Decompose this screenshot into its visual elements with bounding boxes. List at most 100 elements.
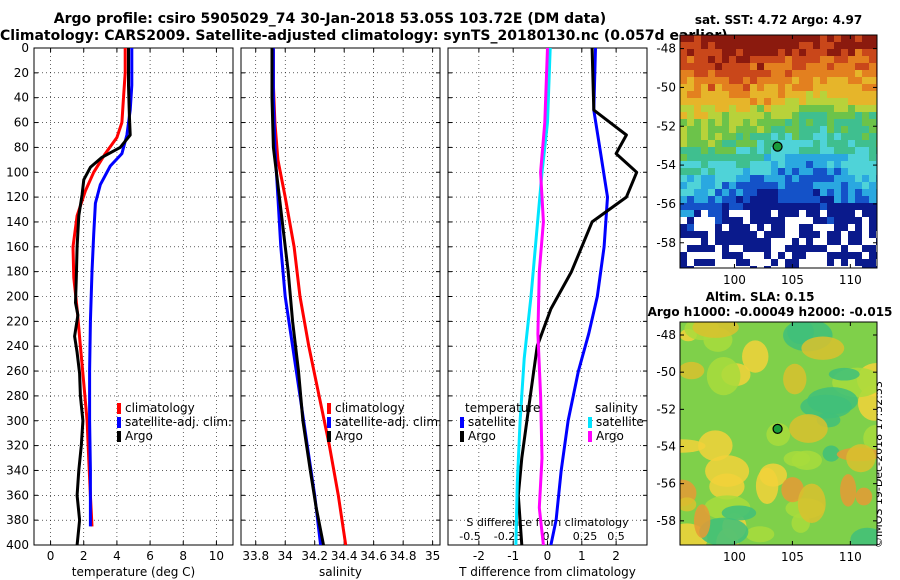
sst-cell — [792, 42, 800, 50]
sst-cell — [694, 77, 702, 85]
sst-cell — [848, 266, 856, 268]
sst-cell — [687, 35, 695, 43]
sst-cell — [869, 147, 877, 155]
sst-cell — [715, 217, 723, 225]
sst-cell — [827, 259, 835, 267]
sst-cell — [834, 42, 842, 50]
map-y-tick-label: -52 — [656, 402, 676, 416]
sst-cell — [820, 98, 828, 106]
sst-cell — [729, 112, 737, 120]
sst-cell — [806, 105, 814, 113]
legend-swatch — [460, 431, 464, 442]
sst-cell — [848, 203, 856, 211]
sst-cell — [792, 91, 800, 99]
sst-cell — [848, 189, 856, 197]
sst-cell — [729, 105, 737, 113]
sst-cell — [855, 84, 863, 92]
sst-cell — [862, 245, 870, 253]
sst-cell — [792, 266, 800, 268]
sst-cell — [869, 140, 877, 148]
sst-cell — [855, 266, 863, 268]
sst-cell — [715, 266, 723, 268]
legend-swatch — [117, 431, 121, 442]
sst-cell — [799, 266, 807, 268]
sst-cell — [743, 119, 751, 127]
sst-cell — [729, 175, 737, 183]
sst-cell — [687, 98, 695, 106]
sst-cell — [785, 147, 793, 155]
sst-cell — [785, 196, 793, 204]
sst-cell — [771, 105, 779, 113]
sst-cell — [813, 70, 821, 78]
x2-tick-label: 0 — [543, 530, 550, 543]
sst-cell — [785, 70, 793, 78]
sst-cell — [862, 119, 870, 127]
sst-cell — [736, 112, 744, 120]
sst-cell — [869, 154, 877, 162]
sst-cell — [729, 77, 737, 85]
sst-cell — [736, 154, 744, 162]
sst-cell — [701, 84, 709, 92]
sst-cell — [841, 49, 849, 57]
sst-cell — [855, 133, 863, 141]
sst-cell — [792, 168, 800, 176]
sst-cell — [729, 98, 737, 106]
sst-cell — [792, 203, 800, 211]
sst-cell — [694, 147, 702, 155]
sst-cell — [820, 63, 828, 71]
sst-cell — [729, 245, 737, 253]
sst-cell — [855, 175, 863, 183]
x-tick-label: 10 — [209, 549, 224, 563]
sst-cell — [680, 196, 688, 204]
sst-cell — [813, 112, 821, 120]
sst-cell — [750, 42, 758, 50]
sst-cell — [820, 175, 828, 183]
sst-cell — [694, 70, 702, 78]
sst-cell — [841, 77, 849, 85]
sst-cell — [820, 168, 828, 176]
sst-cell — [750, 196, 758, 204]
sst-cell — [785, 140, 793, 148]
sst-cell — [757, 245, 765, 253]
sst-cell — [834, 259, 842, 267]
sst-cell — [862, 35, 870, 43]
sst-cell — [806, 112, 814, 120]
axes-frame — [33, 47, 234, 546]
sst-cell — [785, 217, 793, 225]
sst-cell — [771, 259, 779, 267]
sst-cell — [736, 196, 744, 204]
sst-cell — [834, 70, 842, 78]
sst-cell — [680, 238, 688, 246]
sst-cell — [771, 245, 779, 253]
map-x-tick-label: 100 — [723, 550, 746, 564]
sst-cell — [862, 147, 870, 155]
sst-cell — [715, 49, 723, 57]
sst-cell — [834, 77, 842, 85]
sst-cell — [680, 266, 688, 268]
sst-cell — [785, 84, 793, 92]
sst-cell — [736, 63, 744, 71]
sst-cell — [820, 35, 828, 43]
sst-cell — [757, 217, 765, 225]
sst-cell — [687, 259, 695, 267]
sst-cell — [743, 105, 751, 113]
sst-cell — [715, 175, 723, 183]
sst-cell — [813, 196, 821, 204]
sst-cell — [869, 210, 877, 218]
sst-cell — [778, 133, 786, 141]
sst-cell — [708, 210, 716, 218]
sst-cell — [792, 210, 800, 218]
sst-cell — [855, 203, 863, 211]
sst-cell — [792, 252, 800, 260]
sst-cell — [736, 133, 744, 141]
sst-cell — [806, 63, 814, 71]
sst-cell — [834, 210, 842, 218]
sst-cell — [827, 217, 835, 225]
sst-cell — [820, 245, 828, 253]
sst-cell — [778, 161, 786, 169]
sst-cell — [687, 245, 695, 253]
sst-cell — [715, 259, 723, 267]
sst-cell — [743, 56, 751, 64]
sst-cell — [750, 56, 758, 64]
sst-cell — [771, 77, 779, 85]
